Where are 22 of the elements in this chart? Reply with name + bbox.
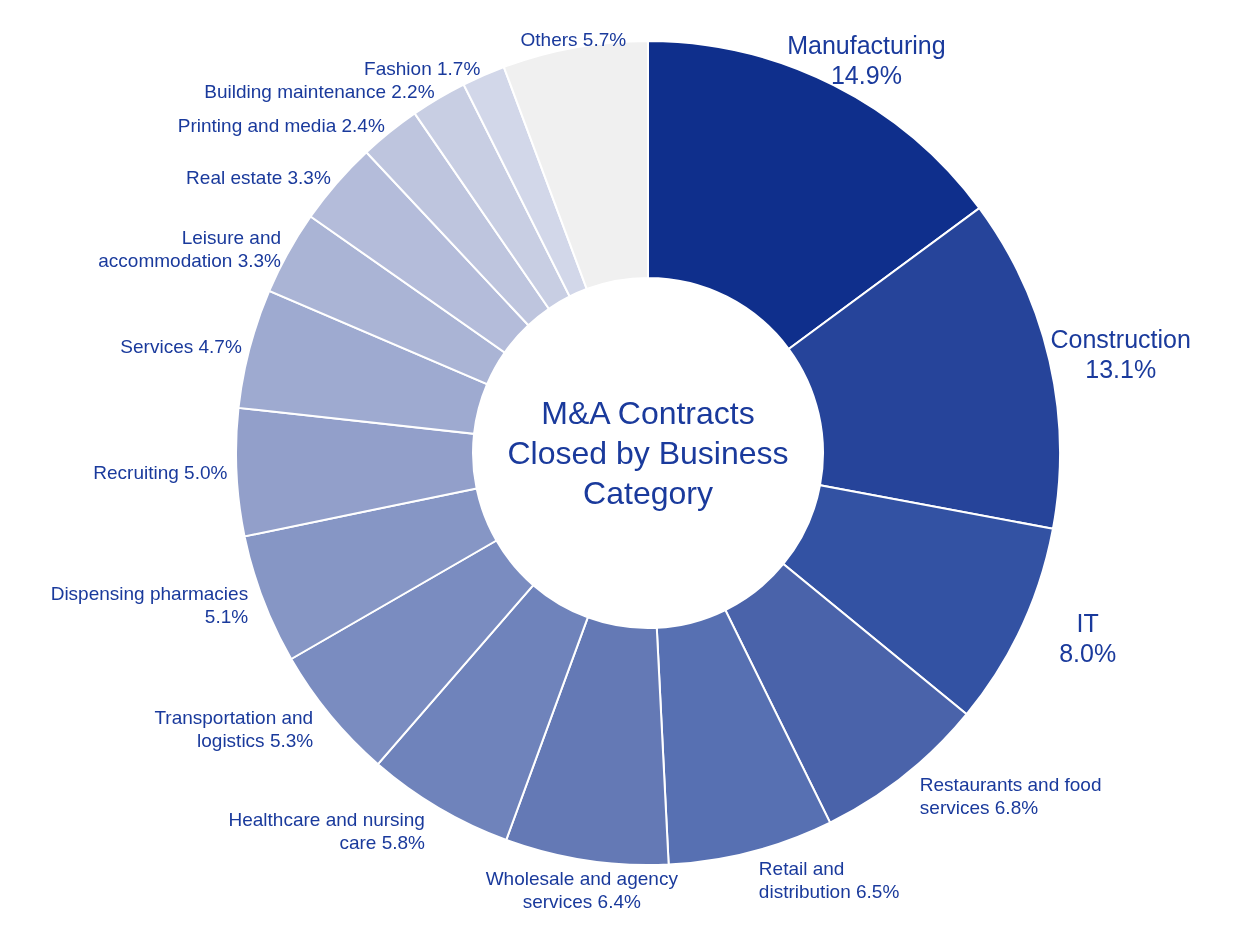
slice-label: Building maintenance 2.2% — [204, 80, 435, 102]
slice-label: Dispensing pharmacies — [50, 583, 249, 605]
slice-label: Real estate 3.3% — [186, 167, 331, 189]
slice-label: Healthcare and nursing care 5.8% — [228, 809, 426, 854]
slice-label: Transportation and logistics 5.3% — [154, 707, 314, 752]
slice-label: Services 4.7% — [120, 335, 242, 357]
slice-label: Leisure and accommodation 3.3% — [98, 226, 282, 271]
slice-label: Retail and distribution 6.5% — [758, 858, 900, 903]
slice-label: Construction — [1050, 325, 1191, 354]
data-label: 5.1% — [204, 606, 249, 628]
slice-label: Printing and media 2.4% — [177, 115, 385, 137]
data-label: 13.1% — [1085, 355, 1157, 384]
slice-label: Manufacturing — [787, 30, 946, 59]
slice-label: Others 5.7% — [520, 29, 627, 51]
slice-label: Restaurants and food services 6.8% — [919, 773, 1102, 818]
slice-label: Wholesale and agency services 6.4% — [485, 868, 679, 912]
text: M&A Contracts Closed by Business Category — [507, 395, 789, 511]
slice-label: IT — [1076, 609, 1099, 638]
data-label: 8.0% — [1059, 639, 1117, 668]
data-label: 14.9% — [830, 60, 902, 89]
slice-label: Fashion 1.7% — [364, 57, 481, 79]
slice-label: Recruiting 5.0% — [93, 462, 228, 484]
